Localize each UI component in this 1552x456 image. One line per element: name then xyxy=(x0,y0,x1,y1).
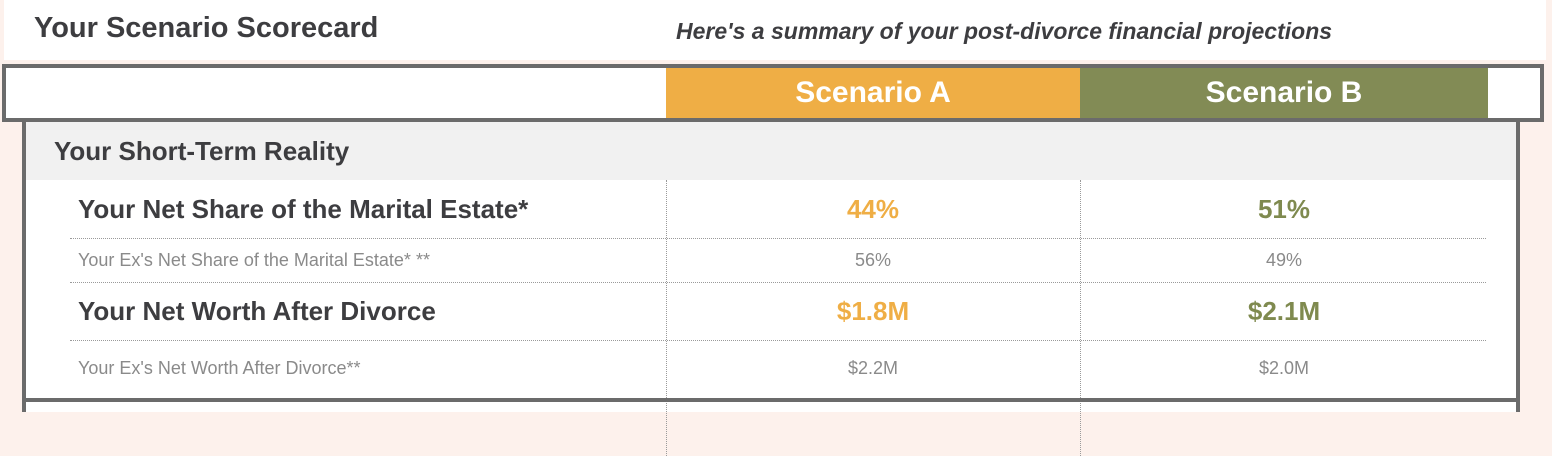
row-label: Your Net Worth After Divorce xyxy=(78,296,436,326)
column-divider-b xyxy=(1080,180,1081,456)
row-label: Your Net Share of the Marital Estate* xyxy=(78,193,529,224)
panel-bottom-border xyxy=(22,398,1520,402)
row-label: Your Ex's Net Worth After Divorce** xyxy=(78,357,361,378)
table-row: Your Net Worth After Divorce $1.8M $2.1M xyxy=(70,283,1486,341)
scenario-b-value: $2.0M xyxy=(1258,357,1310,378)
scenario-b-value: $2.1M xyxy=(1247,296,1321,326)
column-divider-a xyxy=(666,180,667,456)
page-subtitle: Here's a summary of your post-divorce fi… xyxy=(676,18,1333,44)
short-term-reality-panel: Your Short-Term Reality Your Net Share o… xyxy=(22,122,1520,456)
page-title: Your Scenario Scorecard xyxy=(34,12,379,44)
scenario-b-value: 51% xyxy=(1257,193,1311,224)
scenario-a-header: Scenario A xyxy=(666,68,1080,118)
scenario-header-bar: Scenario A Scenario B xyxy=(2,64,1544,122)
table-row: Your Ex's Net Share of the Marital Estat… xyxy=(70,239,1486,283)
row-label: Your Ex's Net Share of the Marital Estat… xyxy=(78,250,430,270)
scenario-a-value: $1.8M xyxy=(836,296,910,326)
section-header: Your Short-Term Reality xyxy=(26,122,1516,180)
scorecard-header: Your Scenario Scorecard Here's a summary… xyxy=(4,0,1546,60)
table-row: Your Ex's Net Worth After Divorce** $2.2… xyxy=(70,341,1486,395)
table-row: Your Net Share of the Marital Estate* 44… xyxy=(70,180,1486,239)
scenario-a-value: $2.2M xyxy=(847,357,899,378)
scenario-b-header: Scenario B xyxy=(1080,68,1488,118)
section-title: Your Short-Term Reality xyxy=(54,136,350,166)
scenario-a-value: 56% xyxy=(854,250,892,270)
scenario-b-value: 49% xyxy=(1265,250,1303,270)
scenario-a-value: 44% xyxy=(846,193,900,224)
